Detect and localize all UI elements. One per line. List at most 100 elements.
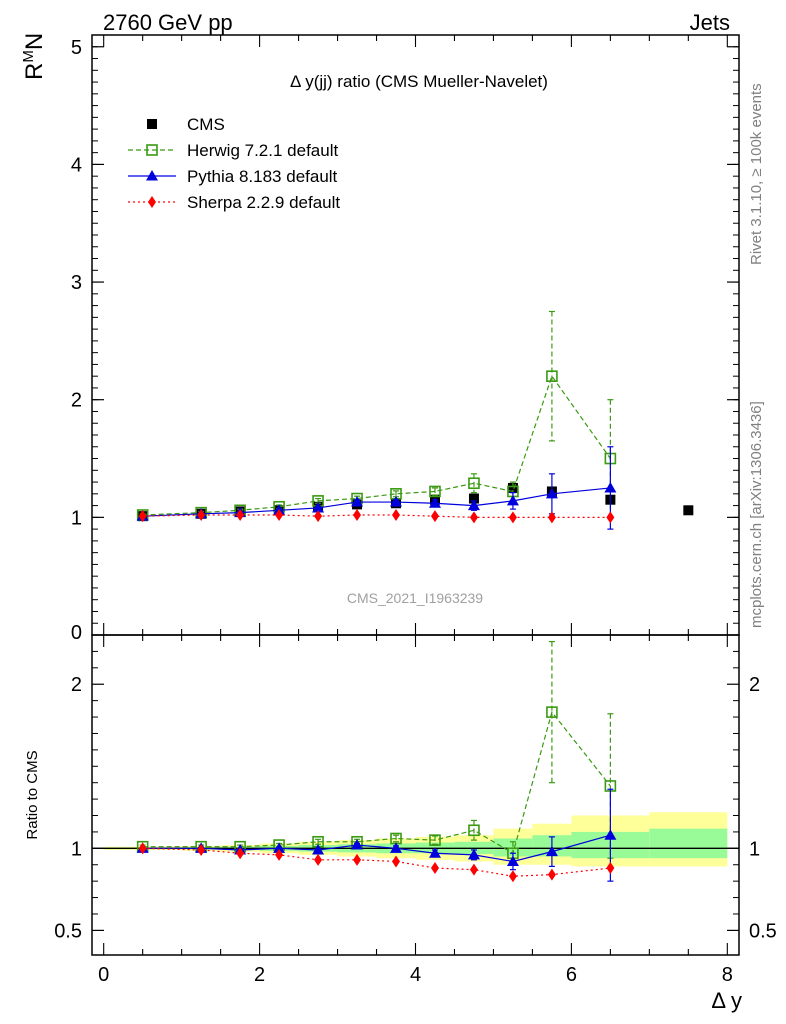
ratio-y-tick-label-right: 1 <box>749 838 760 860</box>
main-herwig-point <box>468 477 480 490</box>
ratio-y-tick-label-right: 2 <box>749 674 760 696</box>
main-pythia-line <box>142 487 611 517</box>
main-pythia-point <box>545 487 558 499</box>
main-y-axis-label-tail: N <box>21 33 48 50</box>
ratio-pythia-point <box>545 845 558 857</box>
mcplots-side-label: mcplots.cern.ch [arXiv:1306.3436] <box>748 401 765 628</box>
legend: CMS Herwig 7.2.1 default Pythia 8.183 defa… <box>128 115 340 212</box>
ratio-sherpa-line <box>142 847 611 877</box>
ratio-y-tick-label-right: 0.5 <box>749 920 777 942</box>
ratio-herwig-line <box>142 710 611 855</box>
main-y-tick-label: 5 <box>71 37 82 59</box>
ratio-y-tick-label: 2 <box>71 674 82 696</box>
ratio-series-sherpa <box>138 842 615 883</box>
legend-herwig-label: Herwig 7.2.1 default <box>187 141 338 160</box>
main-pythia-point <box>467 499 480 511</box>
x-tick-label: 0 <box>98 964 109 986</box>
main-series-sherpa <box>138 509 615 524</box>
main-herwig-point <box>429 485 441 498</box>
main-cms-point <box>683 505 694 516</box>
main-y-tick-label: 4 <box>71 154 82 176</box>
ratio-pythia-point <box>604 829 617 840</box>
legend-cms-marker <box>147 119 157 129</box>
ratio-herwig-point <box>429 834 441 846</box>
main-sherpa-point <box>392 509 401 521</box>
ratio-pythia-point <box>390 842 403 853</box>
main-y-tick-label: 1 <box>71 507 82 529</box>
main-y-axis-label-main: R <box>21 63 48 80</box>
main-sherpa-point <box>138 510 147 523</box>
main-herwig-line <box>142 374 611 516</box>
header-right-label: Jets <box>690 10 730 35</box>
header-left-label: 2760 GeV pp <box>103 10 233 35</box>
main-pythia-point <box>351 496 364 507</box>
ratio-frame <box>91 634 740 956</box>
main-herwig-point <box>546 370 558 382</box>
ratio-y-axis-label: Ratio to CMS <box>24 750 41 839</box>
ratio-sherpa-point <box>353 853 362 866</box>
watermark: CMS_2021_I1963239 <box>347 590 483 606</box>
ratio-y-tick-label: 0.5 <box>54 920 82 942</box>
main-sherpa-point <box>606 511 615 524</box>
main-cms-point <box>468 493 479 504</box>
main-sherpa-point <box>236 509 245 521</box>
x-axis-label: Δ y <box>711 988 742 1013</box>
main-sherpa-point <box>275 509 284 521</box>
main-sherpa-point <box>197 509 206 521</box>
ratio-panel: 0.5 0.5 1 1 2 2 0 2 4 6 8 Ratio to CMS Δ y <box>24 634 777 1013</box>
ratio-pythia-point <box>351 839 364 850</box>
legend-pythia-marker <box>146 170 158 181</box>
ratio-pythia-point <box>428 847 441 858</box>
main-panel: 1 2 3 4 5 0 Δ y(jj) ratio (CMS Mueller-Navele… <box>20 33 740 644</box>
ratio-sherpa-point <box>197 843 206 856</box>
main-pythia-point <box>312 501 325 513</box>
main-y-axis-label: RMN <box>20 33 48 80</box>
main-title: Δ y(jj) ratio (CMS Mueller-Navelet) <box>290 72 548 91</box>
main-y-zero-label: 0 <box>71 622 82 644</box>
main-sherpa-point <box>314 510 323 523</box>
ratio-pythia-point <box>312 843 325 855</box>
main-sherpa-point <box>547 511 556 524</box>
main-y-tick-label: 2 <box>71 390 82 412</box>
ratio-sherpa-point <box>606 862 615 875</box>
x-tick-label: 2 <box>254 964 265 986</box>
x-tick-label: 4 <box>410 964 421 986</box>
ratio-pythia-point <box>273 842 286 853</box>
main-pythia-point <box>390 496 403 507</box>
rivet-side-label: Rivet 3.1.10, ≥ 100k events <box>748 83 765 265</box>
ratio-pythia-line <box>142 834 611 863</box>
ratio-sherpa-point <box>469 863 478 876</box>
main-sherpa-point <box>353 509 362 521</box>
ratio-sherpa-point <box>275 848 284 861</box>
ratio-sherpa-point <box>430 862 439 875</box>
main-series-herwig <box>136 310 617 521</box>
ratio-sherpa-point <box>314 853 323 866</box>
main-y-tick-label: 3 <box>71 272 82 294</box>
main-y-axis-label-sup: M <box>20 50 37 63</box>
ratio-pythia-point <box>506 855 519 866</box>
main-series-pythia <box>136 446 617 530</box>
ratio-y-tick-label: 1 <box>71 838 82 860</box>
ratio-pythia-point <box>467 848 480 860</box>
x-tick-label: 8 <box>722 964 733 986</box>
main-pythia-point <box>604 481 617 493</box>
ratio-sherpa-point <box>138 842 147 855</box>
legend-sherpa-marker <box>148 196 156 208</box>
ratio-sherpa-point <box>508 870 517 883</box>
main-sherpa-point <box>469 511 478 524</box>
ratio-herwig-point <box>468 824 480 837</box>
legend-sherpa-label: Sherpa 2.2.9 default <box>187 193 340 212</box>
ratio-herwig-point <box>546 706 558 718</box>
main-sherpa-line <box>142 514 611 518</box>
ratio-sherpa-point <box>547 868 556 881</box>
main-pythia-point <box>428 497 441 508</box>
main-pythia-point <box>506 494 519 506</box>
ratio-sherpa-point <box>236 847 245 860</box>
main-cms-point <box>507 482 518 493</box>
x-tick-label: 6 <box>566 964 577 986</box>
main-sherpa-point <box>508 511 517 524</box>
legend-herwig-marker <box>146 144 158 156</box>
ratio-sherpa-point <box>392 855 401 868</box>
main-sherpa-point <box>430 510 439 523</box>
